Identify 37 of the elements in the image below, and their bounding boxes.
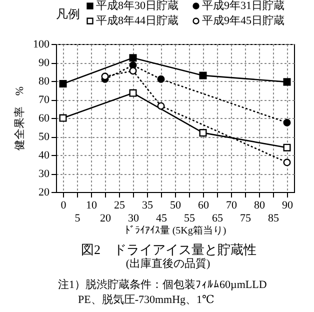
x-tick-label: 5	[74, 212, 81, 224]
y-tick-label: 50	[38, 131, 50, 143]
x-tick-label: 25	[114, 200, 126, 212]
x-tick-label: 0	[60, 200, 67, 212]
x-tick-label: 45	[156, 212, 168, 224]
x-tick-label: 75	[240, 212, 252, 224]
x-tick-label: 70	[226, 200, 238, 212]
legend-title: 凡例	[56, 7, 80, 21]
x-tick-label: 80	[254, 200, 266, 212]
y-tick-label: 20	[38, 186, 50, 198]
x-tick-label: 65	[212, 212, 224, 224]
y-tick-label: 90	[38, 57, 50, 69]
y-tick-label: 60	[38, 112, 50, 124]
x-tick-label: 20	[100, 212, 112, 224]
y-axis-title: 健全果率 %	[13, 86, 26, 151]
x-tick-label: 10	[86, 200, 98, 212]
text: (出庫直後の品質)	[126, 257, 210, 270]
legend-label: 平成8年30日貯蔵	[96, 0, 178, 12]
y-tick-label: 70	[38, 94, 50, 106]
y-tick-label: 100	[33, 38, 50, 50]
x-tick-label: 85	[268, 212, 280, 224]
x-axis-title: ﾄﾞﾗｲｱｲｽ量 (5Kg箱当り)	[124, 224, 226, 236]
legend-label: 平成9年31日貯蔵	[202, 0, 284, 12]
x-tick-label: 30	[128, 212, 140, 224]
text: PE、脱気圧-730mmHg、1℃	[78, 294, 214, 306]
x-tick-label: 35	[142, 200, 154, 212]
y-tick-label: 30	[38, 168, 50, 180]
text: 注1）脱渋貯蔵条件：個包装ﾌｨﾙﾑ60µmLLD	[58, 278, 267, 291]
x-tick-label: 90	[282, 200, 294, 212]
legend-label: 平成8年44日貯蔵	[96, 14, 178, 27]
legend-label: 平成9年45日貯蔵	[202, 14, 284, 27]
x-tick-label: 55	[184, 212, 196, 224]
text: 図2 ドライアイス量と貯蔵性	[81, 242, 256, 257]
y-tick-label: 40	[38, 150, 50, 162]
y-tick-label: 80	[38, 76, 50, 88]
x-tick-label: 50	[170, 200, 182, 212]
x-tick-label: 60	[198, 200, 210, 212]
